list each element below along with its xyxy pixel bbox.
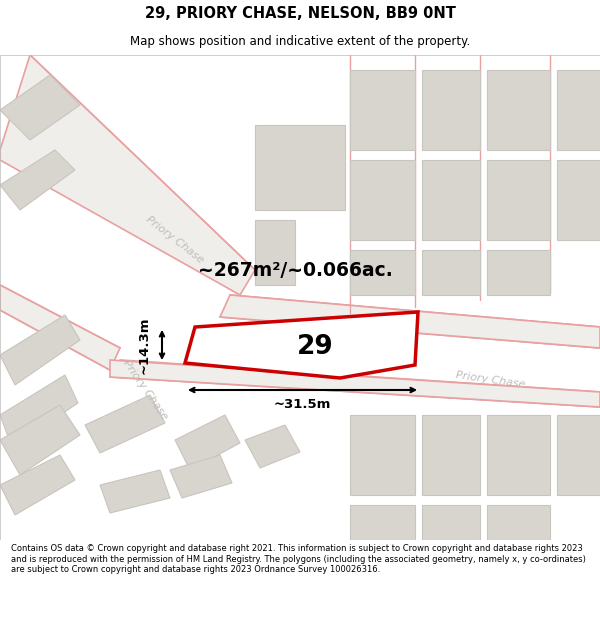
Polygon shape <box>185 312 418 378</box>
Polygon shape <box>422 70 480 150</box>
Polygon shape <box>0 375 78 447</box>
Polygon shape <box>422 160 480 240</box>
Polygon shape <box>487 70 550 150</box>
Polygon shape <box>245 425 300 468</box>
Polygon shape <box>350 160 415 240</box>
Polygon shape <box>100 470 170 513</box>
Polygon shape <box>170 455 232 498</box>
Polygon shape <box>350 415 415 495</box>
Polygon shape <box>422 415 480 495</box>
Polygon shape <box>487 250 550 295</box>
Text: Contains OS data © Crown copyright and database right 2021. This information is : Contains OS data © Crown copyright and d… <box>11 544 586 574</box>
Polygon shape <box>350 250 415 295</box>
Polygon shape <box>0 405 80 475</box>
Polygon shape <box>255 220 295 285</box>
Polygon shape <box>85 395 165 453</box>
Polygon shape <box>422 250 480 295</box>
Text: Priory Chase: Priory Chase <box>144 214 206 266</box>
Polygon shape <box>0 285 120 370</box>
Polygon shape <box>0 455 75 515</box>
Polygon shape <box>350 70 415 150</box>
Polygon shape <box>487 160 550 240</box>
Polygon shape <box>0 75 80 140</box>
Text: ~267m²/~0.066ac.: ~267m²/~0.066ac. <box>197 261 392 279</box>
Text: 29, PRIORY CHASE, NELSON, BB9 0NT: 29, PRIORY CHASE, NELSON, BB9 0NT <box>145 6 455 21</box>
Text: Map shows position and indicative extent of the property.: Map shows position and indicative extent… <box>130 35 470 48</box>
Polygon shape <box>350 505 415 540</box>
Text: ~31.5m: ~31.5m <box>274 398 331 411</box>
Polygon shape <box>255 125 345 210</box>
Text: 29: 29 <box>297 334 334 360</box>
Text: Priory Chase: Priory Chase <box>121 358 169 422</box>
Polygon shape <box>487 505 550 540</box>
Polygon shape <box>220 295 600 348</box>
Polygon shape <box>557 415 600 495</box>
Polygon shape <box>110 360 600 407</box>
Polygon shape <box>175 415 240 470</box>
Polygon shape <box>0 150 75 210</box>
Polygon shape <box>557 70 600 150</box>
Polygon shape <box>0 315 80 385</box>
Text: Priory Chase: Priory Chase <box>455 370 526 390</box>
Polygon shape <box>557 160 600 240</box>
Polygon shape <box>487 415 550 495</box>
Polygon shape <box>422 505 480 540</box>
Text: ~14.3m: ~14.3m <box>137 316 151 374</box>
Polygon shape <box>0 55 255 295</box>
